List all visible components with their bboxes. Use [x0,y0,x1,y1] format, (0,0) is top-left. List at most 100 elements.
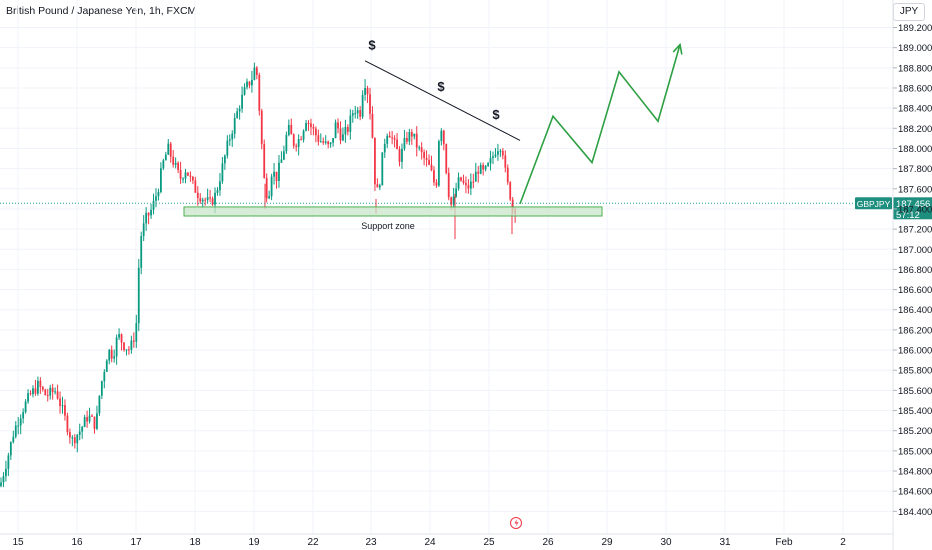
time-tick-label: 23 [365,537,377,548]
symbol-tag-label: GBPJPY [857,199,891,209]
candle-body [145,212,148,224]
candle-body [263,143,266,178]
candle-body [337,122,339,129]
price-tick-label: 184.600 [898,487,932,498]
price-tick-label: 186.000 [898,346,932,357]
currency-button[interactable]: JPY [893,3,925,21]
candle-body [339,128,342,141]
candle-body [292,134,295,146]
candle-body [56,391,59,399]
candle-body [283,151,285,160]
candle-body [91,415,93,417]
price-tick-label: 187.400 [898,204,932,215]
candle-body [342,134,344,141]
candle-body [100,381,103,396]
candle-body [140,236,143,268]
candle-body [147,212,150,216]
candle-body [346,127,349,132]
candle-body [44,389,47,396]
candle-body [39,380,42,388]
candle-body [334,122,337,139]
candle-body [34,388,37,394]
candle-body [307,122,310,124]
candle-body [177,162,180,170]
candle-body [391,137,394,139]
candle-body [155,196,157,201]
time-tick-label: 29 [601,537,613,548]
candle-body [68,432,71,438]
candle-body [437,141,440,186]
candle-body [228,139,231,141]
candle-body [371,113,374,138]
price-tick-label: 188.600 [898,83,932,94]
price-tick-label: 185.600 [898,386,932,397]
candle-body [142,223,145,237]
candle-body [132,340,135,342]
candle-body [167,143,170,155]
candle-body [64,405,66,416]
candle-body [12,436,15,443]
candle-body [83,417,86,427]
candle-body [312,127,315,129]
candle-body [216,190,219,193]
candle-body [386,135,389,144]
price-tick-label: 187.800 [898,164,932,175]
grid [0,0,893,534]
price-tick-label: 186.400 [898,305,932,316]
candle-body [2,476,5,483]
candle-body [354,113,357,115]
price-tick-label: 189.000 [898,43,932,54]
candle-body [428,159,430,165]
candle-body [49,387,52,396]
candle-body [460,177,462,181]
price-tick-label: 186.200 [898,325,932,336]
price-tick-label: 188.400 [898,104,932,115]
candle-body [268,196,271,199]
dollar-marker: $ [492,107,500,122]
candle-body [356,110,359,114]
dollar-marker: $ [437,79,445,94]
time-tick-label: 18 [189,537,201,548]
candle-body [310,123,312,128]
candle-body [243,87,246,95]
candle-body [455,188,457,197]
candle-body [169,143,172,157]
candle-body [504,155,507,168]
candle-body [433,170,435,183]
candle-body [425,157,428,160]
candle-body [324,141,327,143]
candle-body [366,87,369,95]
candle-body [285,134,288,152]
support-zone [183,206,603,217]
candle-body [509,182,512,200]
candle-body [484,165,487,170]
candle-body [297,139,300,147]
chart-title: British Pound / Japanese Yen, 1h, FXCM [6,5,197,17]
candle-body [275,171,278,181]
price-tick-label: 185.200 [898,426,932,437]
candle-body [184,172,187,179]
candle-body [115,337,118,357]
candle-body [398,149,401,162]
candle-body [383,143,386,153]
candle-body [364,87,366,96]
candle-body [241,94,243,109]
candle-body [137,267,140,324]
price-tick-label: 186.600 [898,285,932,296]
candle-body [467,185,470,189]
candle-body [37,380,39,394]
candle-body [88,415,91,422]
candle-body [66,415,69,433]
candle-body [361,95,364,117]
candle-body [187,172,189,176]
candle-body [51,387,54,393]
candle-body [420,147,423,153]
candle-body [81,426,84,432]
candle-body [211,198,214,205]
candle-body [189,175,192,177]
candle-body [477,171,480,174]
candle-body [332,138,334,143]
time-tick-label: 19 [248,537,260,548]
candle-body [61,405,64,407]
